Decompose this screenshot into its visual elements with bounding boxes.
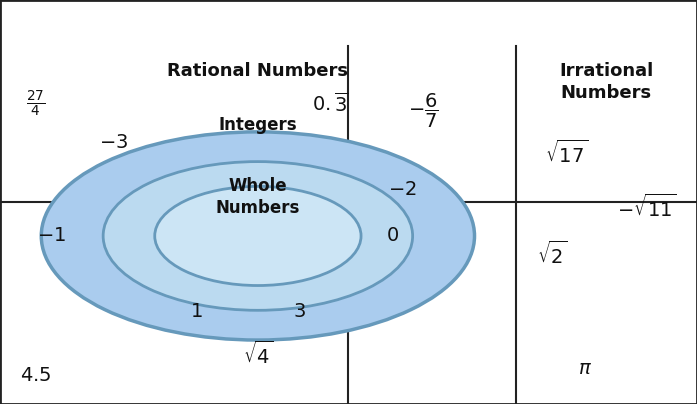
Text: $0.\overline{3}$: $0.\overline{3}$: [312, 92, 348, 116]
Text: $-\sqrt{11}$: $-\sqrt{11}$: [617, 194, 676, 221]
Text: $\frac{27}{4}$: $\frac{27}{4}$: [26, 88, 46, 119]
Text: Rational Numbers: Rational Numbers: [167, 63, 348, 80]
Text: Whole
Numbers: Whole Numbers: [215, 177, 300, 217]
Text: $0$: $0$: [385, 227, 399, 246]
Text: Irrational
Numbers: Irrational Numbers: [559, 62, 654, 102]
Text: $\sqrt{17}$: $\sqrt{17}$: [545, 140, 588, 167]
Ellipse shape: [41, 132, 475, 340]
Text: $-3$: $-3$: [99, 133, 128, 152]
Text: $3$: $3$: [293, 301, 305, 320]
Text: Integers: Integers: [219, 116, 297, 134]
Text: $-1$: $-1$: [37, 227, 66, 246]
Ellipse shape: [155, 186, 361, 286]
Text: $\pi$: $\pi$: [578, 359, 592, 378]
Text: $4.5$: $4.5$: [20, 366, 52, 385]
Text: $-2$: $-2$: [388, 180, 417, 199]
Text: $1$: $1$: [190, 301, 202, 320]
Text: $\sqrt{2}$: $\sqrt{2}$: [537, 240, 567, 267]
Text: $-\dfrac{6}{7}$: $-\dfrac{6}{7}$: [408, 92, 438, 130]
Text: $\sqrt{4}$: $\sqrt{4}$: [243, 340, 273, 368]
Ellipse shape: [103, 162, 413, 310]
Text: Real Numbers: Real Numbers: [261, 13, 436, 33]
